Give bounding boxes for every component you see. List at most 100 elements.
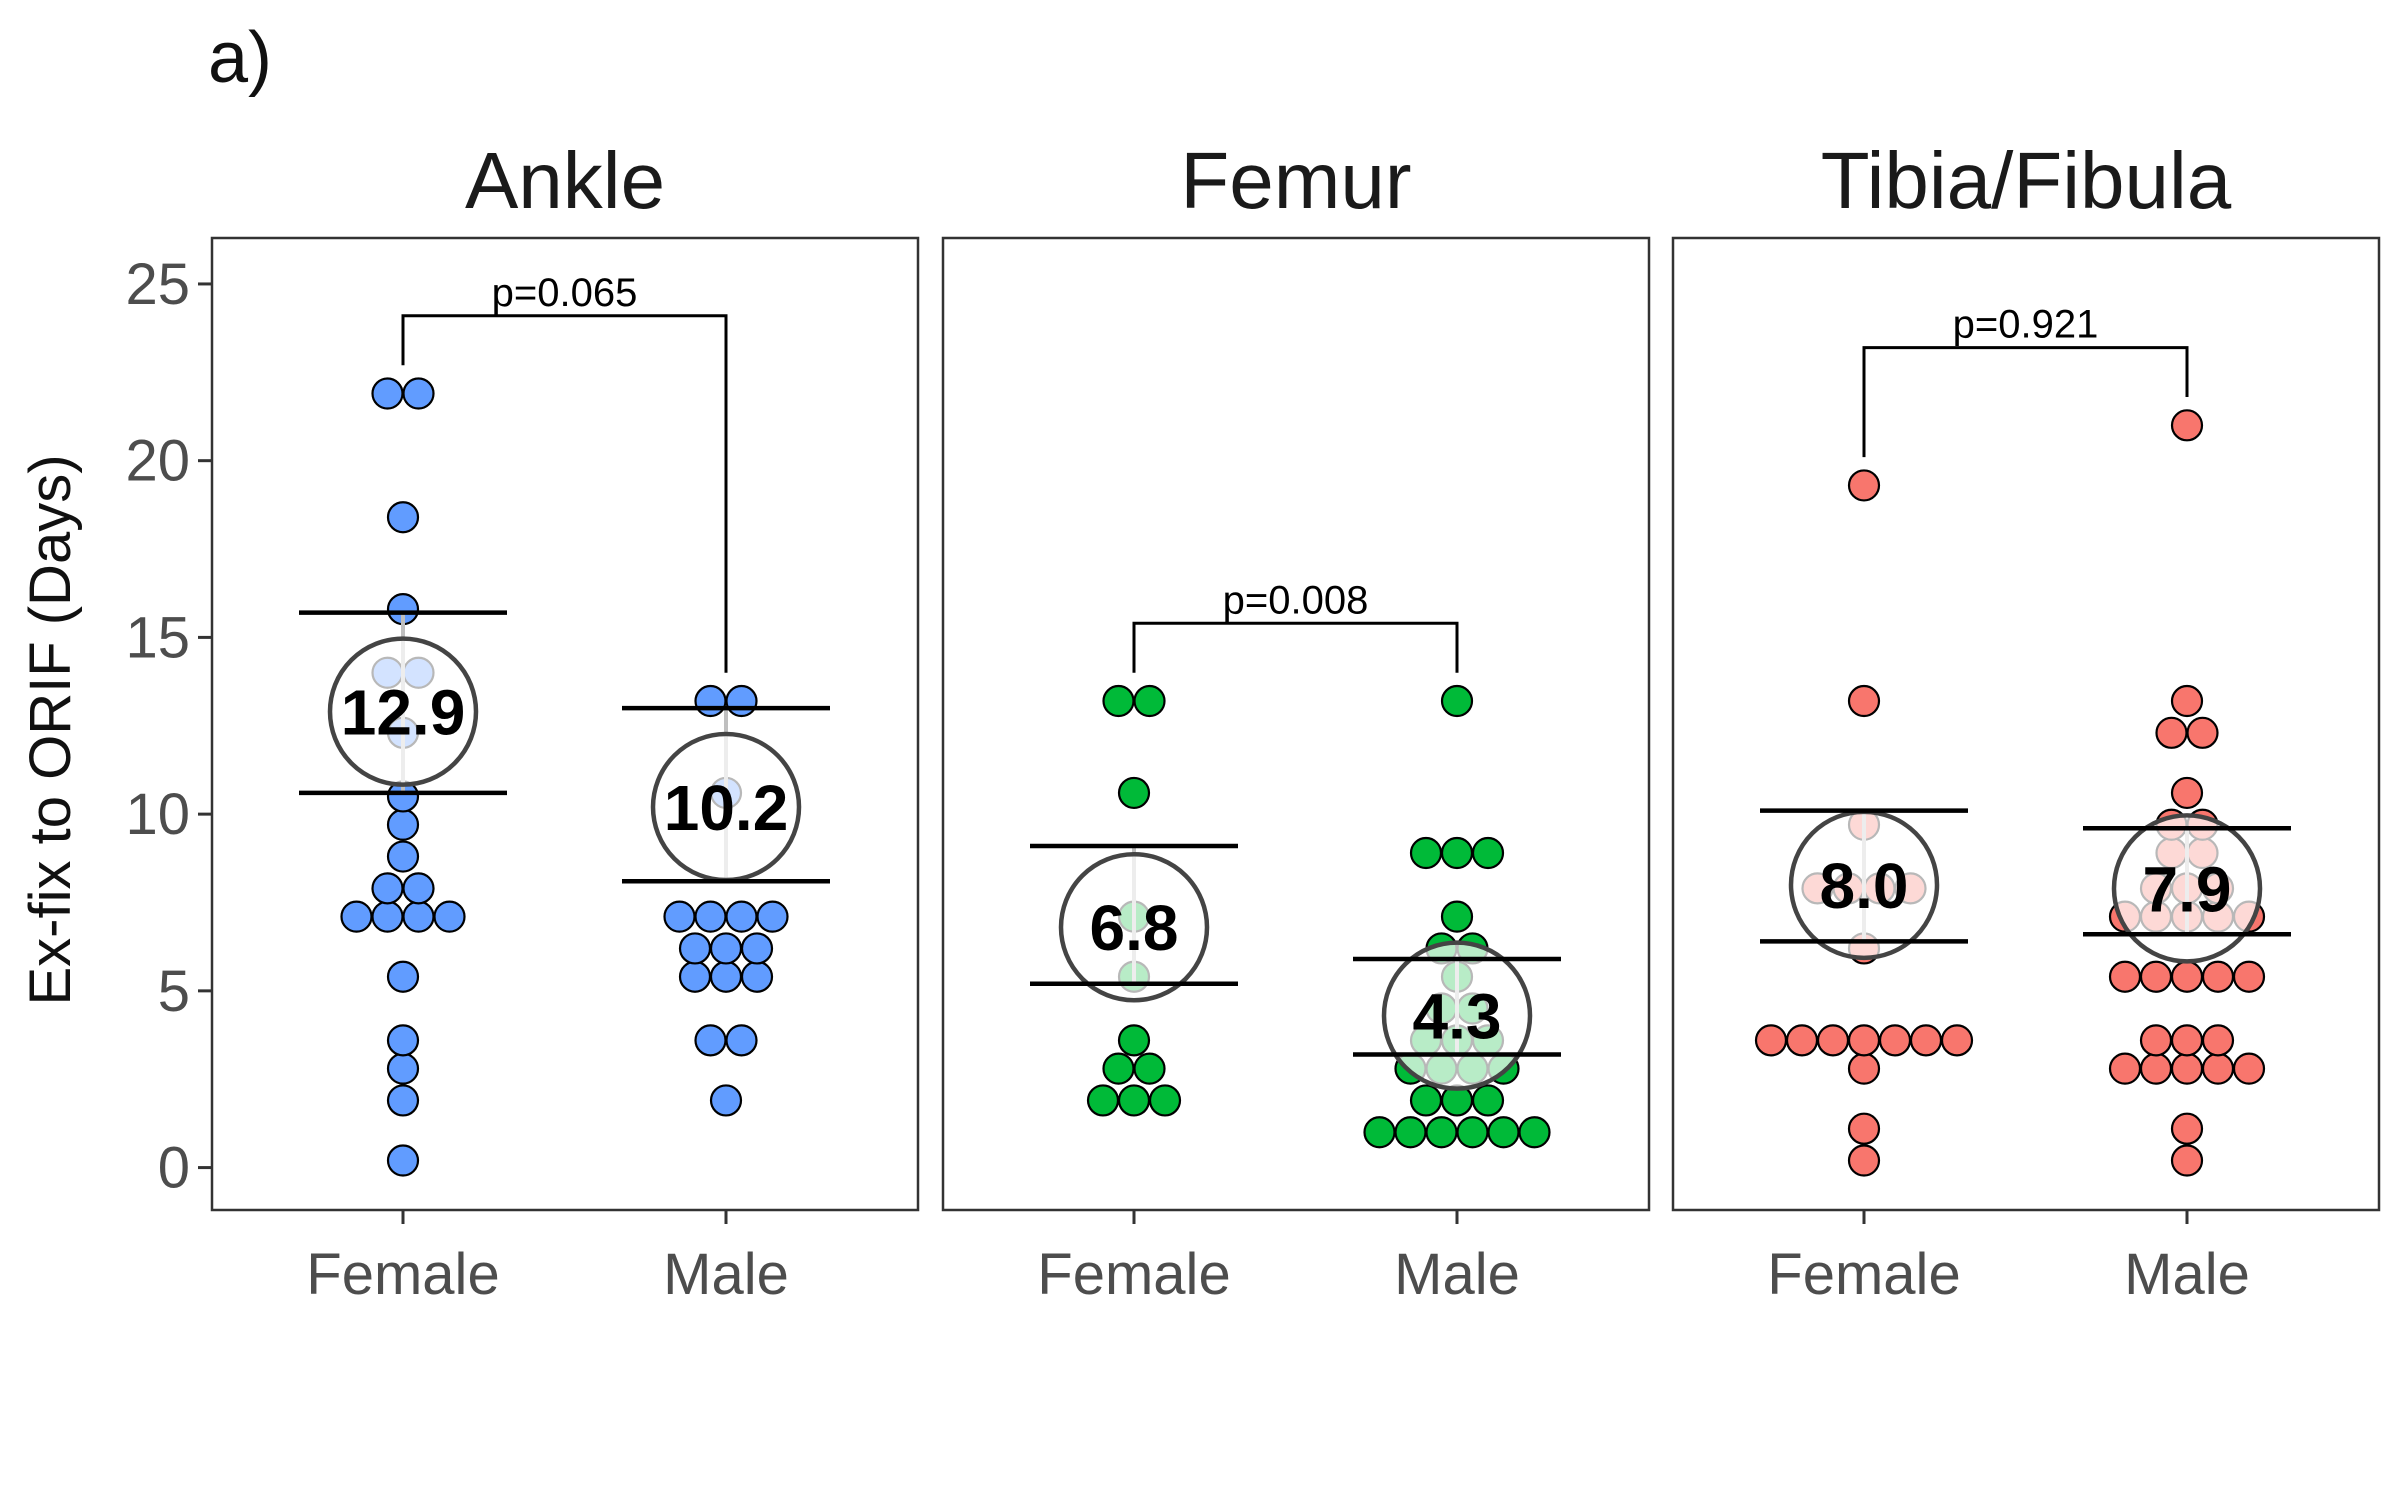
data-point xyxy=(678,960,712,993)
data-point xyxy=(1440,684,1474,718)
data-point xyxy=(386,1084,420,1117)
data-point xyxy=(1487,1116,1520,1149)
data-point xyxy=(1847,1024,1881,1057)
x-tick-label: Female xyxy=(1037,1242,1230,1307)
y-tick-label: 20 xyxy=(125,429,190,494)
data-point xyxy=(2232,960,2266,993)
data-point xyxy=(2139,1052,2173,1085)
data-point xyxy=(386,1024,420,1057)
facet-ankle: Ankle Female Male 12.9 10.2 p=0.065 xyxy=(210,136,920,1307)
data-point xyxy=(402,900,435,933)
data-point xyxy=(1086,1084,1120,1117)
p-value-label: p=0.921 xyxy=(1953,303,2099,347)
data-point xyxy=(1148,1084,1182,1117)
y-tick-label: 15 xyxy=(125,605,190,670)
significance-bracket xyxy=(1132,621,1459,673)
data-point xyxy=(2201,1052,2235,1085)
y-axis-title: Ex-fix to ORIF (Days) xyxy=(18,454,83,1005)
data-point xyxy=(2170,1112,2204,1145)
p-value-label: p=0.008 xyxy=(1223,578,1369,622)
x-tick-label: Male xyxy=(2124,1242,2250,1307)
mean-circle xyxy=(1058,851,1210,1003)
data-point xyxy=(433,900,466,933)
data-point xyxy=(709,1084,743,1117)
data-point xyxy=(1102,684,1135,718)
data-point xyxy=(2170,684,2204,718)
data-point xyxy=(2139,1024,2173,1057)
data-point xyxy=(1456,1116,1489,1149)
data-point xyxy=(2108,960,2142,993)
data-point xyxy=(371,900,404,933)
data-point xyxy=(2232,1052,2266,1085)
data-point xyxy=(1847,1052,1881,1085)
mean-label: 8.0 xyxy=(1820,850,1909,922)
data-point xyxy=(2201,960,2235,993)
data-point xyxy=(740,960,774,993)
data-point xyxy=(1133,1052,1166,1085)
data-point xyxy=(1940,1024,1974,1057)
data-point xyxy=(402,377,435,410)
data-point xyxy=(1471,1084,1505,1117)
data-point xyxy=(1117,1024,1151,1057)
data-point xyxy=(2108,1052,2142,1085)
data-point xyxy=(386,840,420,873)
facet-panels: Ankle Female Male 12.9 10.2 p=0.065 Femur Femal… xyxy=(210,136,2381,1307)
data-point xyxy=(1471,836,1505,870)
data-point xyxy=(2155,716,2188,749)
data-point xyxy=(2186,716,2219,749)
data-point xyxy=(1847,1112,1881,1145)
data-point xyxy=(1133,684,1166,718)
x-tick-label: Male xyxy=(1394,1242,1520,1307)
data-point xyxy=(2139,960,2173,993)
x-tick-label: Male xyxy=(663,1242,789,1307)
panel-label: a) xyxy=(208,18,272,98)
data-point xyxy=(725,1024,758,1057)
data-point xyxy=(1909,1024,1943,1057)
data-point xyxy=(386,501,420,534)
data-point xyxy=(340,900,373,933)
data-point xyxy=(2170,1052,2204,1085)
data-point xyxy=(1847,1144,1881,1177)
p-value-label: p=0.065 xyxy=(492,271,638,315)
data-point xyxy=(402,872,435,905)
mean-label: 7.9 xyxy=(2143,853,2232,925)
data-point xyxy=(1518,1116,1551,1149)
significance-bracket xyxy=(1862,346,2189,458)
facet-title: Tibia/Fibula xyxy=(1821,136,2232,225)
mean-circle xyxy=(2111,813,2263,964)
data-point xyxy=(1102,1052,1135,1085)
data-point xyxy=(1785,1024,1819,1057)
data-point xyxy=(1847,469,1881,502)
facet-title: Femur xyxy=(1180,136,1411,225)
significance-bracket xyxy=(401,314,728,673)
data-point xyxy=(1440,900,1474,933)
data-point xyxy=(2170,960,2204,993)
data-point xyxy=(1754,1024,1788,1057)
data-point xyxy=(2170,776,2204,810)
data-point xyxy=(2201,1024,2235,1057)
data-point xyxy=(694,900,727,933)
y-tick-label: 25 xyxy=(125,252,190,317)
data-point xyxy=(2170,409,2204,442)
data-point xyxy=(1363,1116,1396,1149)
data-point xyxy=(1117,776,1151,810)
data-point xyxy=(1425,1116,1458,1149)
data-point xyxy=(386,960,420,993)
mean-circle xyxy=(327,636,479,787)
data-point xyxy=(678,932,712,965)
data-point xyxy=(2170,1024,2204,1057)
panel-border xyxy=(1671,236,2381,1212)
data-point xyxy=(694,1024,727,1057)
mean-label: 12.9 xyxy=(341,677,466,749)
mean-label: 6.8 xyxy=(1090,892,1179,964)
data-point xyxy=(371,377,404,410)
data-point xyxy=(2170,1144,2204,1177)
data-point xyxy=(709,960,743,993)
y-axis: 0 5 10 15 20 25 xyxy=(125,252,212,1201)
data-point xyxy=(740,932,774,965)
data-point xyxy=(386,1052,420,1085)
data-point xyxy=(1847,684,1881,718)
y-tick-label: 0 xyxy=(158,1136,190,1201)
facet-tibia-fibula: Tibia/Fibula Female Male 8.0 7.9 p=0.921 xyxy=(1671,136,2381,1307)
